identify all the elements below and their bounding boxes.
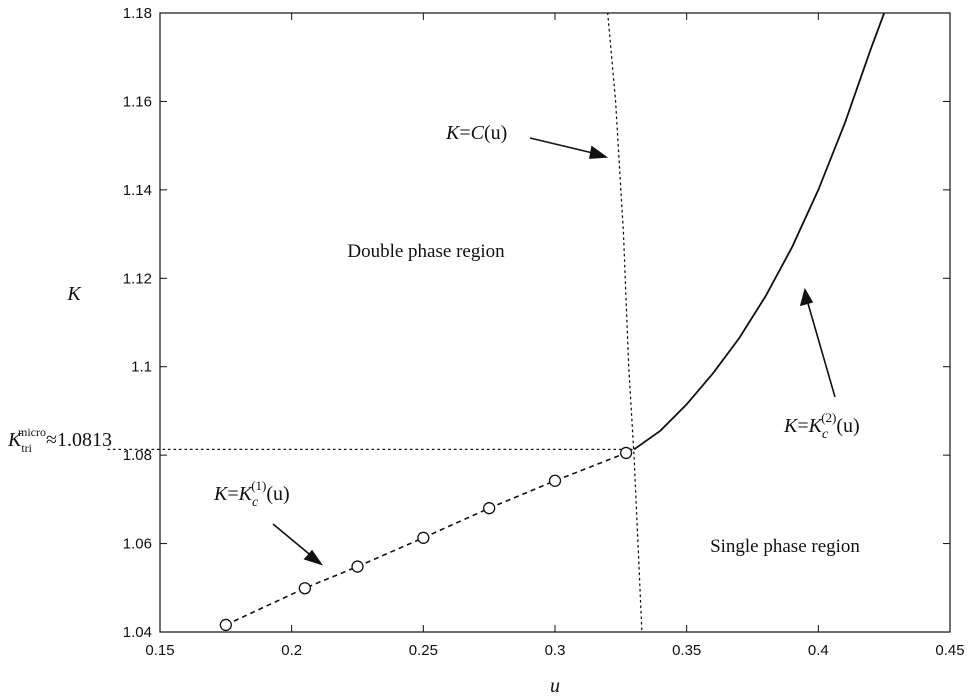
x-tick-label: 0.25 — [409, 642, 438, 659]
data-point-marker — [219, 618, 232, 632]
data-point-marker — [619, 446, 633, 460]
kc2-curve-arrow — [799, 287, 836, 398]
data-point-marker — [298, 582, 311, 595]
y-axis-label: K — [66, 283, 82, 305]
data-point-marker — [483, 502, 496, 515]
series-line-3 — [607, 12, 643, 633]
x-tick-label: 0.35 — [672, 642, 701, 659]
y-axis-ticks: 1.04 1.06 1.08 1.1 1.12 1.14 1.16 1.18 — [123, 5, 950, 641]
y-tick-label: 1.04 — [123, 624, 152, 641]
data-point-marker — [351, 560, 364, 573]
kc1-curve-annotation: K=Kc(1)(u) — [213, 478, 290, 510]
y-tick-label: 1.16 — [123, 93, 152, 110]
chart-series — [107, 12, 886, 633]
x-axis-label: u — [550, 675, 560, 697]
c-curve-annotation: K=C(u) — [445, 122, 507, 144]
c-curve-arrow — [529, 137, 609, 159]
tricritical-label: Ktrimicro≈1.0813 — [7, 425, 112, 455]
y-tick-label: 1.14 — [123, 182, 152, 199]
kc2-curve-annotation: K=Kc(2)(u) — [783, 410, 860, 442]
y-tick-label: 1.1 — [131, 359, 152, 376]
y-tick-label: 1.06 — [123, 536, 152, 553]
data-point-marker — [548, 474, 562, 487]
data-point-marker — [417, 531, 430, 544]
x-tick-label: 0.15 — [145, 642, 174, 659]
series-line-2 — [633, 12, 886, 451]
single-phase-region-label: Single phase region — [710, 536, 860, 557]
x-axis-ticks: 0.15 0.2 0.25 0.3 0.35 0.4 0.45 — [145, 13, 965, 659]
y-tick-label: 1.08 — [123, 447, 152, 464]
x-tick-label: 0.3 — [545, 642, 566, 659]
x-tick-label: 0.2 — [281, 642, 302, 659]
x-tick-label: 0.45 — [935, 642, 964, 659]
y-tick-label: 1.12 — [123, 270, 152, 287]
double-phase-region-label: Double phase region — [347, 241, 505, 262]
annotation-arrows — [272, 137, 836, 566]
y-tick-label: 1.18 — [123, 5, 152, 22]
kc1-curve-arrow — [272, 523, 323, 566]
x-tick-label: 0.4 — [808, 642, 829, 659]
